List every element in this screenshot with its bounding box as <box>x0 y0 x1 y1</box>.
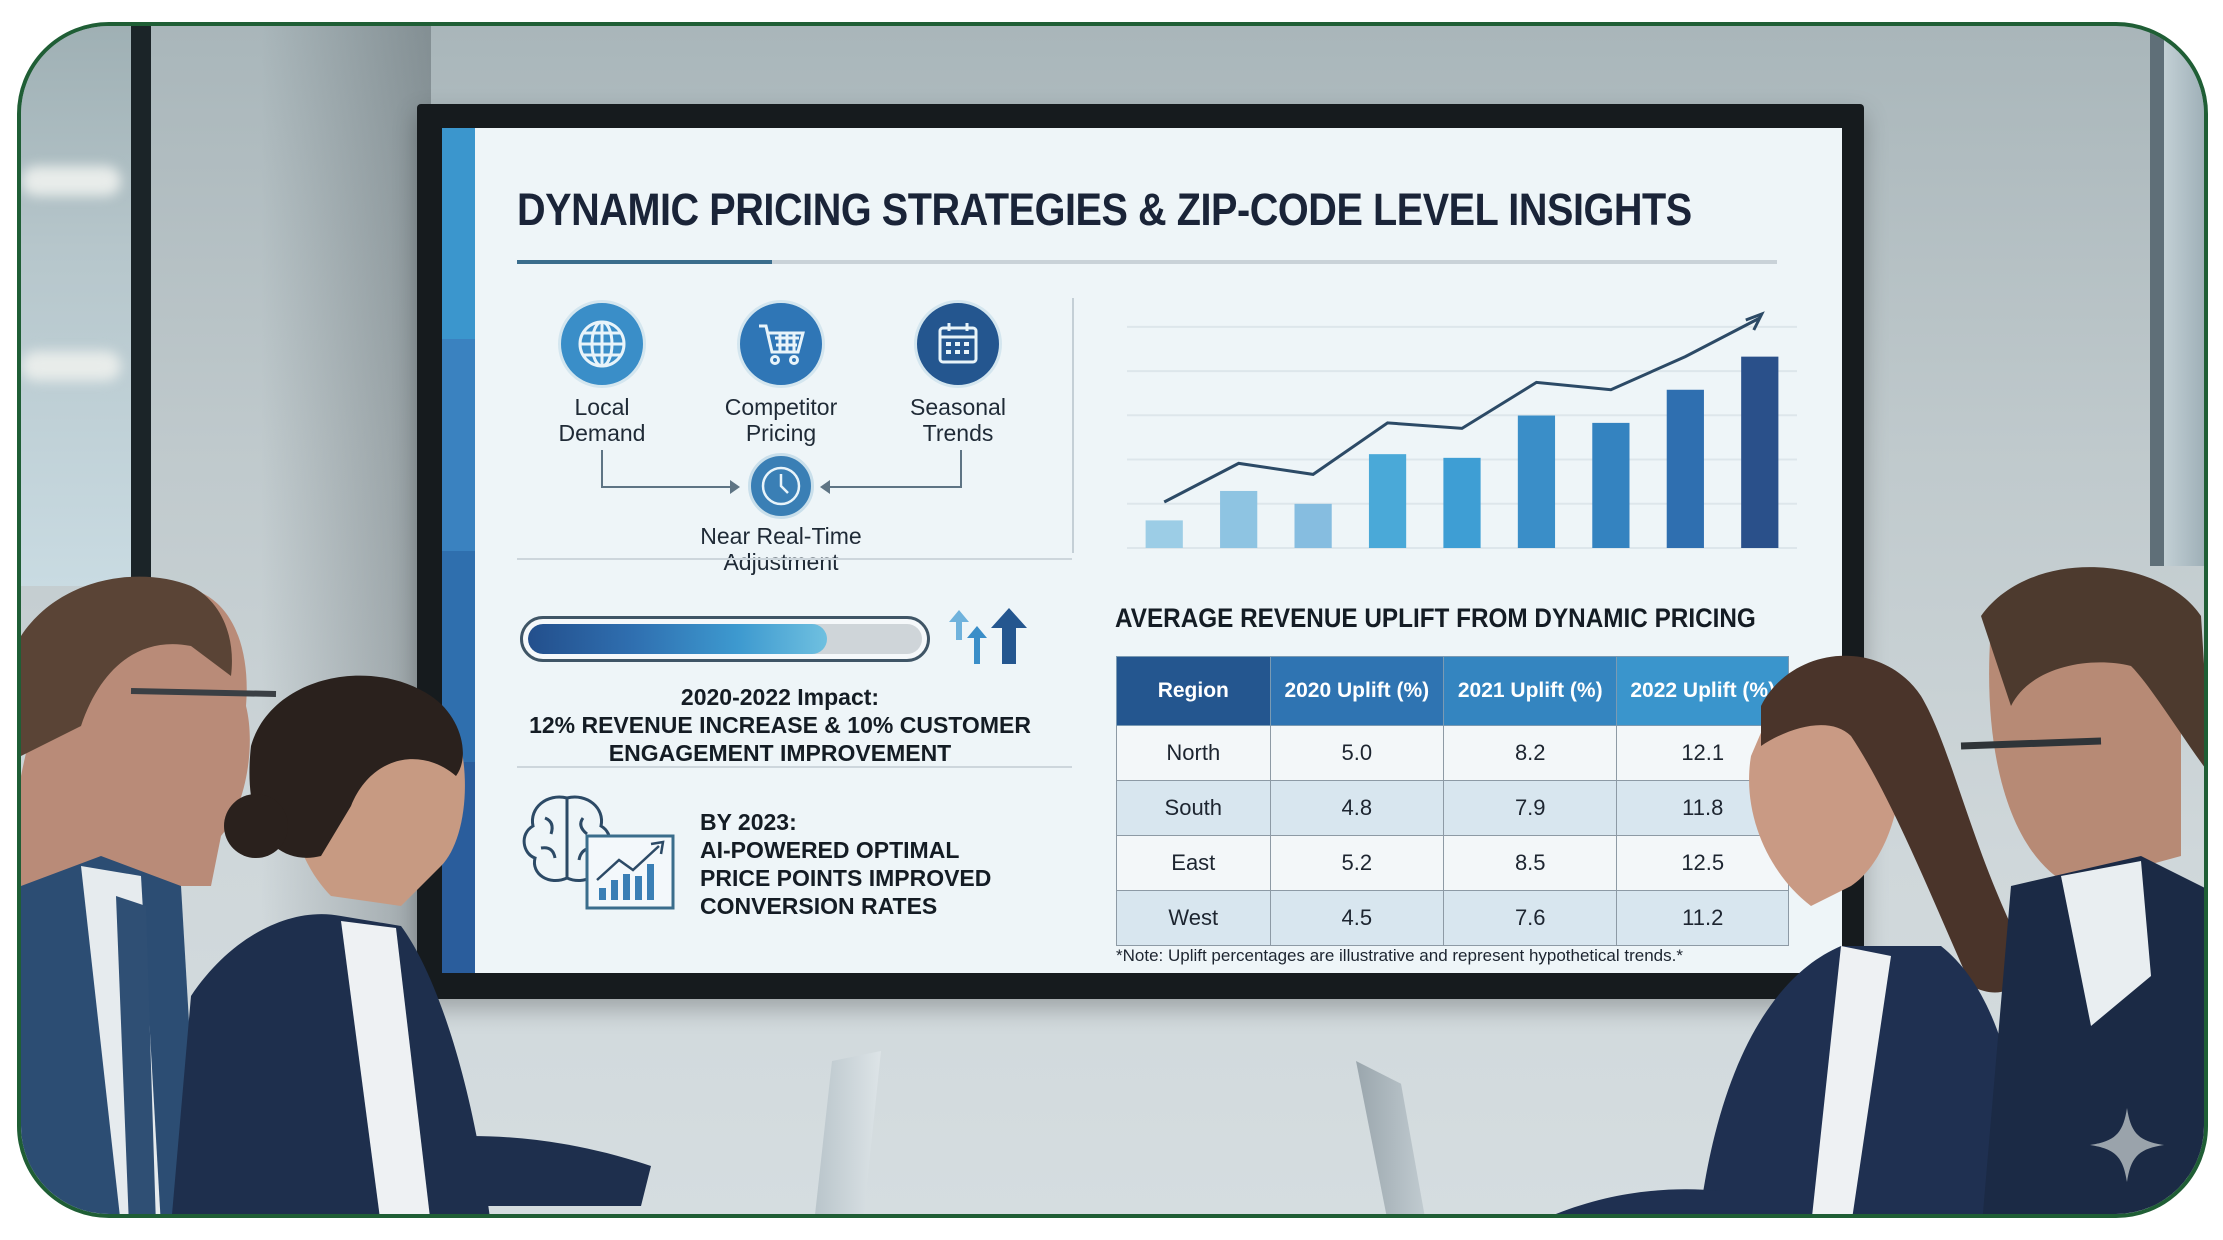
factor-seasonal-trends: Seasonal Trends <box>858 300 1058 446</box>
laptop-lid <box>811 1051 881 1214</box>
table-cell: 5.2 <box>1269 835 1445 891</box>
factor-competitor-pricing: Competitor Pricing <box>681 300 881 446</box>
wall-pillar-edge <box>2150 26 2164 566</box>
table-cell: 4.8 <box>1269 780 1445 836</box>
window-mullion <box>131 26 151 586</box>
shopping-cart-icon <box>737 300 825 388</box>
factor-label: Local <box>574 394 630 420</box>
factor-label: Competitor <box>724 394 838 420</box>
attendee-woman-right <box>1556 655 2031 1214</box>
laptop-lid <box>1356 1061 1431 1214</box>
column-header: 2021 Uplift (%) <box>1443 656 1618 726</box>
table-cell: South <box>1116 780 1271 836</box>
globe-icon <box>558 300 646 388</box>
factor-label: Pricing <box>745 420 817 446</box>
result-label: Near Real-Time Adjustment <box>681 523 881 575</box>
impact-statement: 2020-2022 Impact: 12% REVENUE INCREASE &… <box>500 683 1060 767</box>
ai-line: AI-POWERED OPTIMAL <box>700 837 960 863</box>
slide-title: DYNAMIC PRICING STRATEGIES & ZIP-CODE LE… <box>517 184 1692 235</box>
section-divider <box>517 558 1072 560</box>
column-header: Region <box>1116 656 1271 726</box>
factor-label: Demand <box>558 420 646 446</box>
table-row: West 4.5 7.6 11.2 <box>1116 890 1789 946</box>
table-cell: 8.2 <box>1443 725 1618 781</box>
table-footnote: *Note: Uplift percentages are illustrati… <box>1116 946 1683 965</box>
table-cell: 7.9 <box>1443 780 1618 836</box>
office-window <box>21 26 131 586</box>
arrow-head-icon <box>730 480 740 494</box>
attendee-man-right <box>1960 567 2204 1214</box>
arrow-head-icon <box>820 480 830 494</box>
table-header-row: Region 2020 Uplift (%) 2021 Uplift (%) 2… <box>1116 656 1789 726</box>
revenue-uplift-table: Region 2020 Uplift (%) 2021 Uplift (%) 2… <box>1116 656 1789 946</box>
table-row: East 5.2 8.5 12.5 <box>1116 835 1789 891</box>
attendee-man-left <box>21 576 277 1214</box>
ai-statement: BY 2023: AI-POWERED OPTIMAL PRICE POINTS… <box>700 808 991 920</box>
column-header: 2020 Uplift (%) <box>1269 656 1445 726</box>
impact-line: 2020-2022 Impact: <box>680 684 880 710</box>
factor-local-demand: Local Demand <box>502 300 702 446</box>
calendar-icon <box>914 300 1002 388</box>
wall-pillar <box>2164 26 2204 566</box>
clock-icon <box>748 453 814 519</box>
impact-line: 12% REVENUE INCREASE & 10% CUSTOMER <box>529 712 1031 738</box>
table-cell: 5.0 <box>1269 725 1445 781</box>
table-cell: 12.1 <box>1616 725 1789 781</box>
table-cell: West <box>1116 890 1271 946</box>
ai-line: PRICE POINTS IMPROVED <box>700 865 992 891</box>
table-cell: 8.5 <box>1443 835 1618 891</box>
table-cell: 12.5 <box>1616 835 1789 891</box>
impact-line: ENGAGEMENT IMPROVEMENT <box>608 740 952 766</box>
section-divider <box>517 766 1072 768</box>
section-divider <box>1072 298 1074 553</box>
ai-brain-chart-icon <box>522 795 675 910</box>
factor-label: Seasonal <box>910 394 1006 420</box>
presentation-slide: DYNAMIC PRICING STRATEGIES & ZIP-CODE LE… <box>442 128 1842 973</box>
connector-arrow <box>826 450 962 488</box>
attendee-woman-left <box>172 675 651 1214</box>
growth-bar-chart <box>1127 311 1797 549</box>
result-label-line2: Adjustment <box>723 549 839 575</box>
result-label-line1: Near Real-Time <box>700 523 862 549</box>
table-cell: East <box>1116 835 1271 891</box>
table-cell: North <box>1116 725 1271 781</box>
connector-arrow <box>601 450 738 488</box>
photo-frame: DYNAMIC PRICING STRATEGIES & ZIP-CODE LE… <box>17 22 2208 1218</box>
table-cell: 11.2 <box>1616 890 1789 946</box>
table-cell: 4.5 <box>1269 890 1445 946</box>
table-title: AVERAGE REVENUE UPLIFT FROM DYNAMIC PRIC… <box>1115 603 1756 633</box>
ai-line: CONVERSION RATES <box>700 893 938 919</box>
growth-arrows-icon <box>949 608 1027 664</box>
factor-label: Trends <box>922 420 994 446</box>
impact-progress-bar <box>520 616 930 662</box>
ai-line: BY 2023: <box>700 809 797 835</box>
sparkle-icon <box>2089 1107 2165 1183</box>
title-divider <box>517 260 1777 264</box>
table-cell: 7.6 <box>1443 890 1618 946</box>
